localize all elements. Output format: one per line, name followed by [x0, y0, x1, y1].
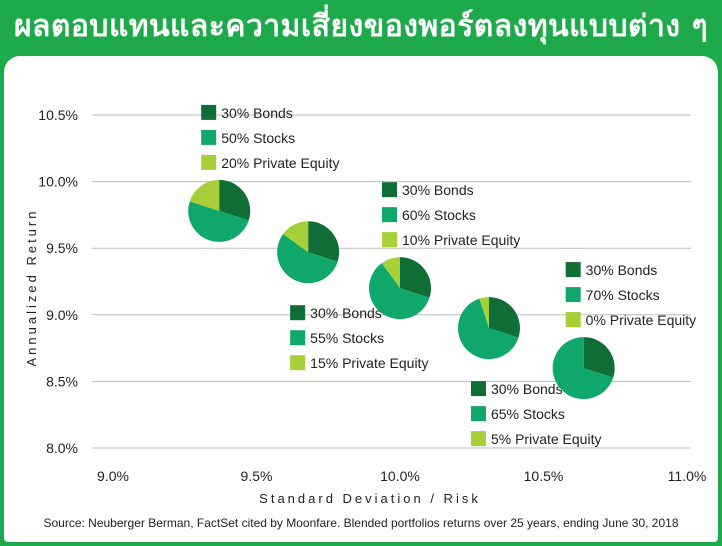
legend-label-private-equity: 5% Private Equity	[491, 431, 601, 447]
pie-slice-stocks	[369, 263, 430, 320]
legend-swatch-private-equity	[382, 232, 397, 248]
legend-label-bonds: 30% Bonds	[310, 305, 382, 321]
legend-swatch-bonds	[201, 104, 217, 120]
page-title: ผลตอบแทนและความเสี่ยงของพอร์ตลงทุนแบบต่า…	[13, 8, 709, 44]
legend-label-bonds: 30% Bonds	[491, 381, 563, 397]
legend-label-bonds: 30% Bonds	[402, 182, 474, 198]
legend-swatch-private-equity	[290, 355, 306, 371]
y-axis-label: Annualized Return	[24, 209, 39, 367]
legend-label-stocks: 55% Stocks	[310, 330, 384, 346]
legend-swatch-bonds	[565, 262, 581, 278]
x-tick-label: 10.0%	[380, 468, 420, 484]
legend-swatch-private-equity	[201, 154, 217, 170]
y-tick-label: 9.0%	[46, 307, 78, 323]
legend-swatch-private-equity	[470, 431, 486, 447]
legend-swatch-stocks	[565, 287, 581, 303]
x-tick-label: 9.5%	[241, 468, 273, 484]
y-tick-label: 10.0%	[38, 174, 78, 190]
x-axis-label: Standard Deviation / Risk	[259, 491, 481, 506]
pie-slice-bonds	[219, 179, 251, 221]
legend-swatch-bonds	[470, 381, 486, 397]
pie-slice-stocks	[277, 233, 338, 284]
legend-label-stocks: 60% Stocks	[402, 207, 476, 223]
scatter-pie-chart: 8.0% 8.5% 9.0% 9.5% 10.0% 10.5% 9.0% 9.5% 10.0% 1…	[24, 104, 707, 506]
legend-swatch-stocks	[470, 406, 486, 422]
pie-slice-bonds	[488, 297, 520, 338]
legend-swatch-stocks	[201, 129, 217, 145]
x-tick-label: 10.5%	[524, 468, 564, 484]
legend-label-stocks: 65% Stocks	[491, 406, 565, 422]
pie-slice-bonds	[400, 257, 431, 298]
y-tick-label: 8.5%	[46, 373, 78, 389]
legend-label-private-equity: 20% Private Equity	[221, 155, 339, 171]
pie-slice-stocks	[552, 337, 614, 400]
chart-panel: 8.0% 8.5% 9.0% 9.5% 10.0% 10.5% 9.0% 9.5% 10.0% 1…	[4, 56, 718, 542]
legend-label-private-equity: 0% Private Equity	[586, 312, 697, 328]
pie-slice-private-equity	[189, 179, 220, 211]
legend-swatch-bonds	[290, 305, 306, 321]
pie-slice-stocks	[188, 201, 249, 242]
legend-label-bonds: 30% Bonds	[221, 105, 293, 121]
pie-slice-stocks	[457, 298, 519, 360]
x-tick-label: 9.0%	[97, 468, 129, 484]
legend-label-stocks: 70% Stocks	[586, 287, 660, 303]
pie-slice-private-equity	[381, 257, 400, 289]
legend-swatch-bonds	[382, 182, 397, 198]
y-tick-label: 9.5%	[46, 240, 78, 256]
legend-label-bonds: 30% Bonds	[586, 262, 658, 278]
legend-swatch-stocks	[382, 207, 397, 223]
legend-label-private-equity: 10% Private Equity	[402, 232, 520, 248]
title-bar: ผลตอบแทนและความเสี่ยงของพอร์ตลงทุนแบบต่า…	[0, 0, 722, 52]
pie-slice-bonds	[583, 337, 615, 378]
pie-slice-private-equity	[283, 221, 309, 253]
legend-label-private-equity: 15% Private Equity	[310, 355, 428, 371]
y-tick-label: 8.0%	[46, 440, 78, 456]
legend-swatch-private-equity	[565, 312, 581, 328]
legend-swatch-stocks	[290, 330, 306, 346]
pie-slice-bonds	[308, 221, 340, 262]
y-tick-label: 10.5%	[38, 107, 78, 123]
legend-label-stocks: 50% Stocks	[221, 130, 295, 146]
source-note: Source: Neuberger Berman, FactSet cited …	[43, 516, 679, 530]
pie-slice-private-equity	[479, 297, 489, 329]
x-tick-label: 11.0%	[668, 468, 707, 484]
